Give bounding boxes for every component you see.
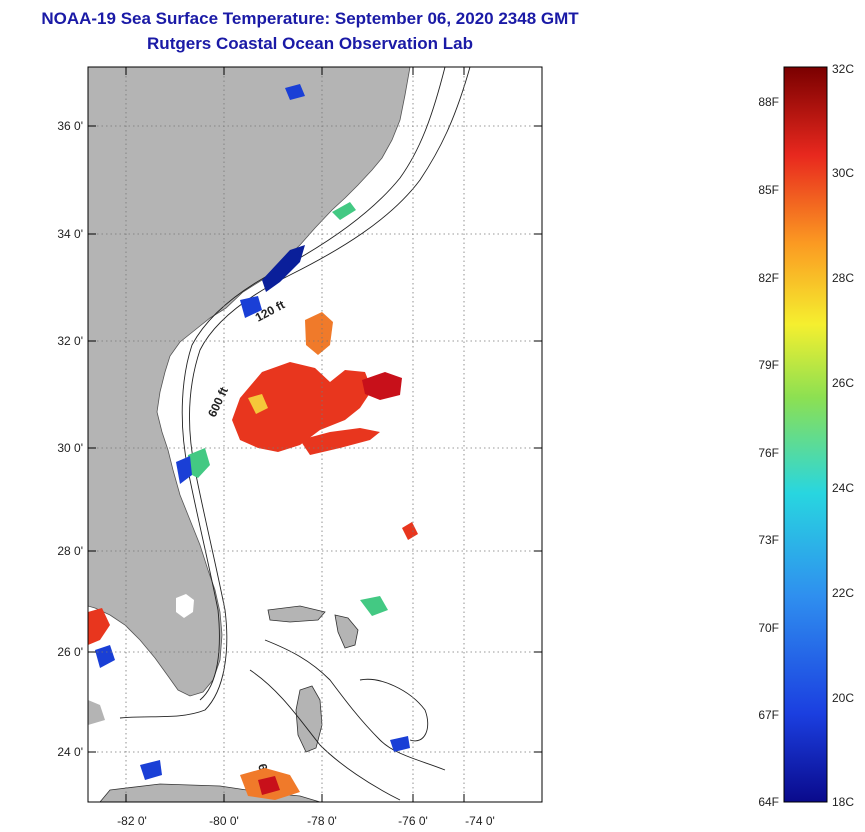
sst-patch-green-north xyxy=(332,202,356,220)
lon-label: -74 0' xyxy=(465,814,495,828)
sst-patch-nw-blue xyxy=(285,84,305,100)
cb-label-f: 88F xyxy=(758,95,779,109)
lon-label: -80 0' xyxy=(209,814,239,828)
land-grand-bahama xyxy=(267,605,326,623)
land-abaco xyxy=(334,614,359,649)
lon-label: -82 0' xyxy=(117,814,147,828)
lat-label: 28 0' xyxy=(57,544,83,558)
cb-label-f: 79F xyxy=(758,358,779,372)
lat-label: 30 0' xyxy=(57,441,83,455)
cb-label-c: 30C xyxy=(832,166,854,180)
cb-label-c: 32C xyxy=(832,62,854,76)
cb-label-c: 22C xyxy=(832,586,854,600)
lat-label: 26 0' xyxy=(57,645,83,659)
land-us-southeast xyxy=(88,67,411,697)
cb-label-c: 18C xyxy=(832,795,854,809)
cb-label-c: 26C xyxy=(832,376,854,390)
sst-patch-west-red xyxy=(88,608,110,645)
cb-label-f: 82F xyxy=(758,271,779,285)
sst-patch-west-blue xyxy=(95,645,115,668)
map-frame xyxy=(87,66,543,803)
sst-patches xyxy=(88,84,418,800)
sst-patch-bahamas-green xyxy=(360,596,388,616)
colorbar-celsius-labels: 32C 30C 28C 26C 24C 22C 20C 18C xyxy=(832,62,854,809)
sst-patch-bahamas-blue xyxy=(390,736,410,752)
sst-patch-red-east xyxy=(362,372,402,400)
land-andros xyxy=(295,685,323,753)
sst-patch-north xyxy=(305,312,333,355)
lat-label: 34 0' xyxy=(57,227,83,241)
colorbar-fahrenheit-labels: 88F 85F 82F 79F 76F 73F 70F 67F 64F xyxy=(758,95,779,809)
lon-label: -76 0' xyxy=(398,814,428,828)
lake-okeechobee xyxy=(176,594,194,618)
sst-patch-blue-carolinas-2 xyxy=(240,296,262,318)
cb-label-c: 20C xyxy=(832,691,854,705)
map-panel: 120 ft 600 ft 600 ft xyxy=(88,67,542,802)
sst-patch-cuba-blue xyxy=(140,760,162,780)
sst-patch-gulfstream-main xyxy=(232,362,372,452)
sst-patch-blue-coastal xyxy=(176,456,192,484)
cb-label-f: 67F xyxy=(758,708,779,722)
cb-label-f: 76F xyxy=(758,446,779,460)
colorbar-gradient xyxy=(783,66,828,803)
sst-patch-streak xyxy=(300,428,380,455)
lat-label: 36 0' xyxy=(57,119,83,133)
cb-label-f: 70F xyxy=(758,621,779,635)
colorbar: 32C 30C 28C 26C 24C 22C 20C 18C 88F 85F … xyxy=(758,62,854,809)
map-title: NOAA-19 Sea Surface Temperature: Septemb… xyxy=(41,9,579,28)
lat-label: 32 0' xyxy=(57,334,83,348)
land-west-edge xyxy=(88,700,105,725)
cb-label-f: 64F xyxy=(758,795,779,809)
cb-label-f: 85F xyxy=(758,183,779,197)
cb-label-c: 28C xyxy=(832,271,854,285)
latitude-labels: 36 0' 34 0' 32 0' 30 0' 28 0' 26 0' 24 0… xyxy=(57,119,83,759)
lon-label: -78 0' xyxy=(307,814,337,828)
map-subtitle: Rutgers Coastal Ocean Observation Lab xyxy=(147,34,473,53)
sst-patch-blue-carolinas xyxy=(262,245,305,292)
map-grid xyxy=(88,67,542,802)
sst-patch-green-coastal xyxy=(186,448,210,478)
cb-label-c: 24C xyxy=(832,481,854,495)
lat-label: 24 0' xyxy=(57,745,83,759)
sst-patch-east-small xyxy=(402,522,418,540)
sst-patch-mid xyxy=(248,394,268,414)
cb-label-f: 73F xyxy=(758,533,779,547)
sst-patch-south-red xyxy=(258,776,280,795)
longitude-labels: -82 0' -80 0' -78 0' -76 0' -74 0' xyxy=(117,814,495,828)
